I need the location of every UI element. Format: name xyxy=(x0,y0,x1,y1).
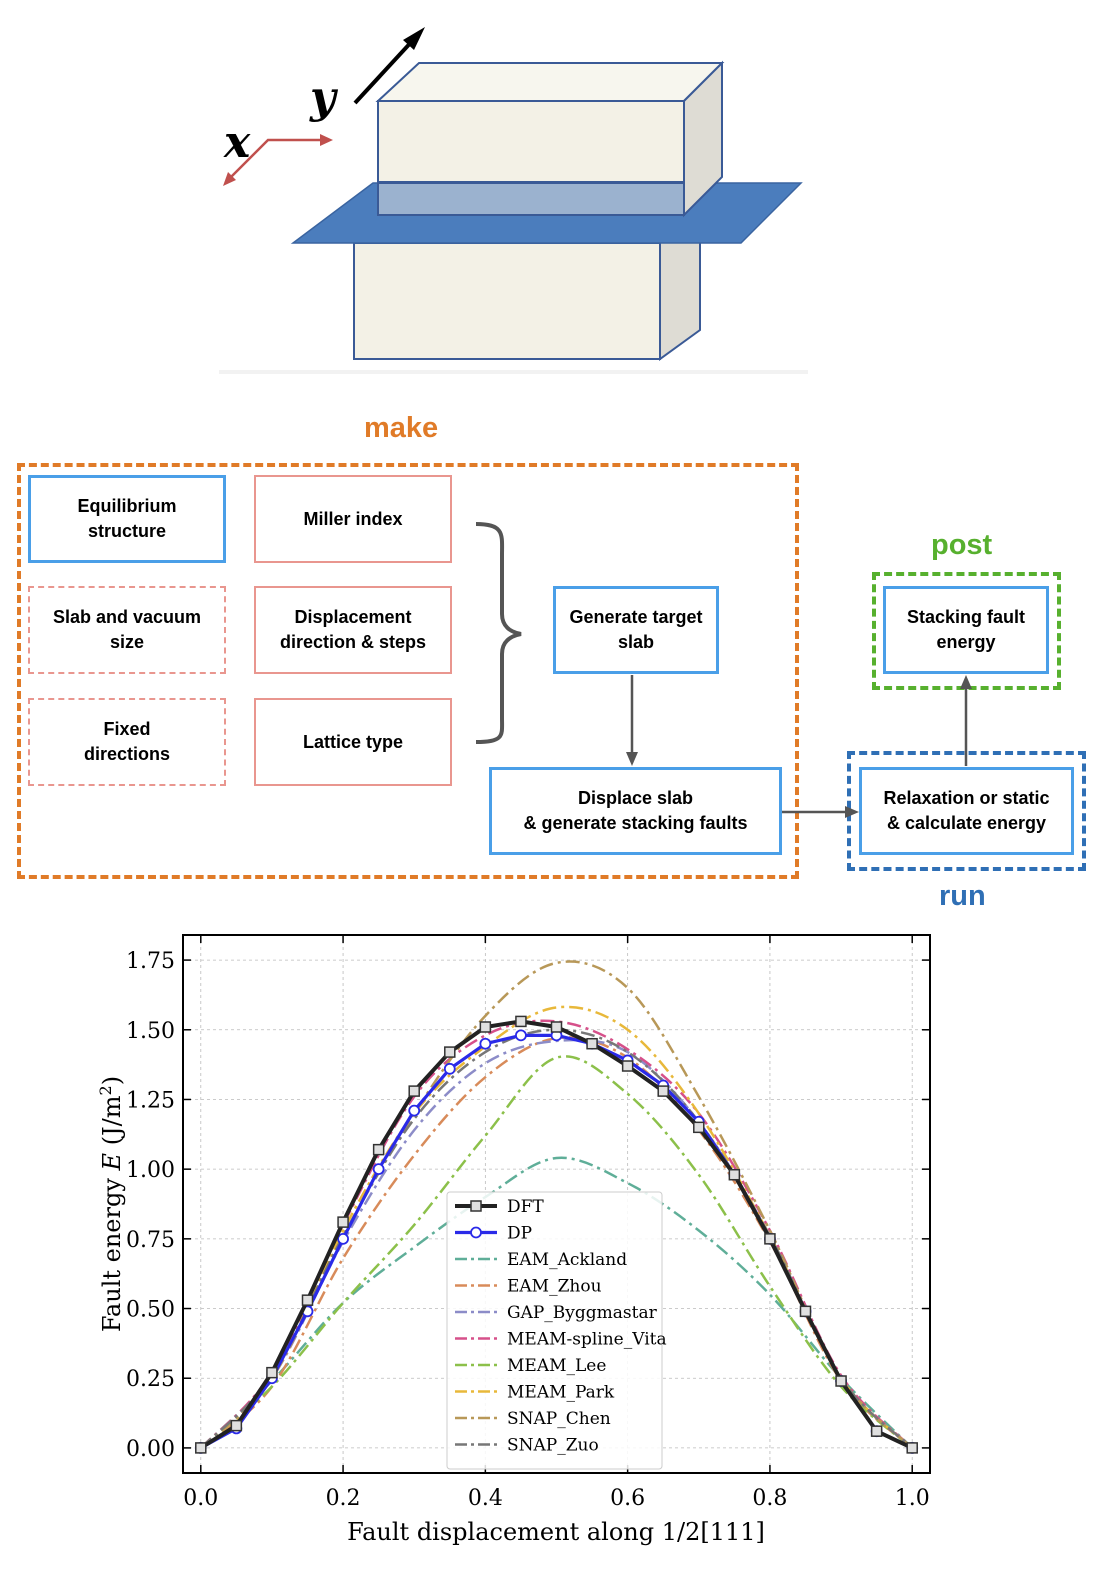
legend-item-meam-lee: MEAM_Lee xyxy=(455,1356,606,1376)
dft-point xyxy=(230,1419,243,1432)
legend-box xyxy=(446,1191,663,1470)
dft-point xyxy=(337,1216,349,1228)
miller-index-box: Miller index xyxy=(254,475,452,563)
y-axis-label: y xyxy=(309,72,339,123)
x-axis-label: x xyxy=(223,117,251,168)
make-label: make xyxy=(364,412,439,444)
dft-point xyxy=(657,1085,669,1097)
legend-item-meam-park: MEAM_Park xyxy=(455,1383,615,1403)
legend-label: DP xyxy=(507,1224,532,1244)
legend-item-snap-zuo: SNAP_Zuo xyxy=(455,1436,599,1456)
dp-point xyxy=(337,1232,349,1245)
fixed-directions-box: Fixed directions xyxy=(28,698,226,786)
y-tick-label: 1.75 xyxy=(126,949,175,974)
x-tick-label: 0.4 xyxy=(468,1486,503,1511)
dft-point xyxy=(408,1085,420,1097)
legend-item-meam-spline-vita: MEAM-spline_Vita xyxy=(455,1330,667,1350)
x-tick-label: 0.8 xyxy=(752,1486,787,1511)
dft-point xyxy=(266,1366,278,1379)
dft-point xyxy=(444,1046,456,1058)
plot-frame xyxy=(182,934,931,1474)
dft-point xyxy=(301,1294,314,1306)
x-tick-label: 0.6 xyxy=(610,1486,645,1511)
x-axis-title: Fault displacement along 1/2[111] xyxy=(347,1518,765,1546)
run-label: run xyxy=(939,880,986,912)
dft-point xyxy=(195,1442,207,1454)
y-axis-title: Fault energy E (J/m2) xyxy=(96,1076,126,1332)
y-tick-label: 1.25 xyxy=(126,1088,175,1113)
dft-point xyxy=(799,1305,812,1318)
series-line-eam-zhou xyxy=(199,1036,914,1449)
legend-item-eam-zhou: EAM_Zhou xyxy=(455,1277,602,1297)
y-tick-label: 0.25 xyxy=(126,1367,175,1392)
dft-point xyxy=(550,1021,563,1033)
y-tick-label: 1.00 xyxy=(126,1158,175,1183)
legend-item-dft: DFT xyxy=(455,1197,544,1217)
legend-label: DFT xyxy=(507,1197,544,1217)
chart-ticks: 0.0 0.2 0.4 0.6 0.8 1.0 0.00 0.25 0.50 0.75 1.00 1.… xyxy=(126,935,930,1511)
legend-item-gap-byggmastar: GAP_Byggmastar xyxy=(455,1303,658,1323)
x-tick-label: 0.2 xyxy=(326,1486,361,1511)
legend-label: MEAM_Park xyxy=(507,1383,615,1403)
make-group xyxy=(17,463,799,879)
y-tick-label: 0.50 xyxy=(126,1298,175,1323)
post-label: post xyxy=(931,529,993,561)
x-arrow-icon xyxy=(223,134,333,186)
dft-point xyxy=(728,1168,741,1181)
y-tick-label: 0.00 xyxy=(126,1437,175,1462)
dft-point xyxy=(621,1060,634,1072)
fault-energy-chart: 0.0 0.2 0.4 0.6 0.8 1.0 0.00 0.25 0.50 0.75 1.00 1.… xyxy=(96,934,931,1546)
dp-point xyxy=(408,1104,421,1117)
dft-point xyxy=(693,1121,705,1134)
dft-point xyxy=(764,1233,776,1245)
dft-point xyxy=(586,1037,598,1050)
stacking-fault-energy-box: Stacking fault energy xyxy=(883,586,1049,674)
relaxation-box: Relaxation or static & calculate energy xyxy=(859,767,1074,855)
upper-block xyxy=(375,60,725,218)
lower-block xyxy=(353,211,701,361)
legend-item-dp: DP xyxy=(455,1224,532,1244)
legend-label: SNAP_Chen xyxy=(507,1409,611,1429)
dp-point xyxy=(443,1062,456,1075)
dft-point xyxy=(372,1143,385,1156)
chart-legend: DFT DP EAM_Ackland EAM_Zhou GAP_Byggmastar ME… xyxy=(446,1191,667,1470)
dft-point xyxy=(870,1425,883,1437)
displacement-box: Displacement direction & steps xyxy=(254,586,452,674)
dft-point xyxy=(479,1021,492,1033)
y-tick-label: 0.75 xyxy=(126,1228,175,1253)
legend-label: GAP_Byggmastar xyxy=(507,1303,658,1323)
legend-label: MEAM_Lee xyxy=(507,1356,606,1376)
legend-marker xyxy=(470,1226,482,1239)
displace-slab-box: Displace slab & generate stacking faults xyxy=(489,767,782,855)
dp-point xyxy=(479,1037,492,1050)
legend-label: EAM_Zhou xyxy=(507,1277,602,1297)
dft-point xyxy=(835,1375,847,1387)
legend-label: SNAP_Zuo xyxy=(507,1436,599,1456)
x-tick-label: 0.0 xyxy=(183,1486,218,1511)
x-tick-label: 1.0 xyxy=(895,1486,930,1511)
legend-label: MEAM-spline_Vita xyxy=(507,1330,667,1350)
dft-point xyxy=(906,1442,918,1454)
dp-point xyxy=(372,1163,385,1176)
lattice-type-box: Lattice type xyxy=(254,698,452,786)
slab-schematic: x y xyxy=(219,22,808,374)
dp-point xyxy=(515,1029,527,1042)
generate-slab-box: Generate target slab xyxy=(553,586,719,674)
equilibrium-structure-box: Equilibrium structure xyxy=(28,475,226,563)
y-tick-label: 1.50 xyxy=(126,1019,175,1044)
legend-label: EAM_Ackland xyxy=(507,1250,627,1270)
legend-item-eam-ackland: EAM_Ackland xyxy=(455,1250,627,1270)
legend-item-snap-chen: SNAP_Chen xyxy=(455,1409,611,1429)
slab-vacuum-size-box: Slab and vacuum size xyxy=(28,586,226,674)
chart-series xyxy=(194,960,919,1454)
legend-marker xyxy=(470,1200,482,1212)
y-arrow-icon xyxy=(353,27,425,105)
dft-point xyxy=(515,1015,527,1028)
